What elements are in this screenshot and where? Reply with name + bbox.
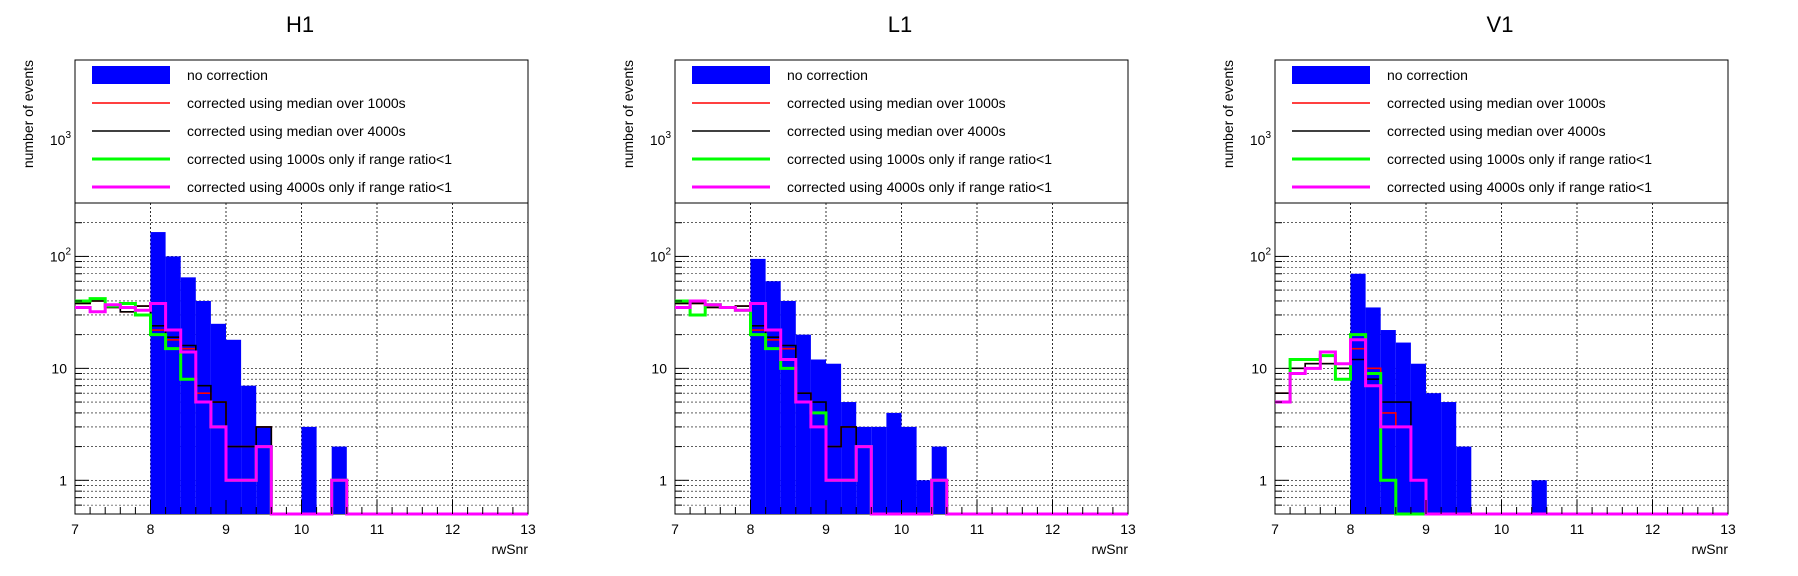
x-tick-label: 11 bbox=[1570, 521, 1585, 537]
histogram-bar bbox=[750, 258, 766, 514]
x-axis-title: rwSnr bbox=[491, 541, 528, 557]
histogram-bar bbox=[165, 256, 181, 514]
x-tick-label: 8 bbox=[747, 521, 755, 537]
histogram-bar bbox=[150, 232, 166, 515]
y-tick-label: 10 bbox=[1251, 360, 1267, 376]
legend-label: no correction bbox=[787, 67, 868, 83]
histogram-bar bbox=[841, 402, 857, 514]
histogram-bar bbox=[795, 334, 811, 514]
legend-label: corrected using median over 4000s bbox=[187, 123, 406, 139]
x-tick-label: 10 bbox=[294, 521, 310, 537]
histogram-bar bbox=[886, 412, 902, 514]
series-line bbox=[75, 301, 528, 516]
y-axis-title: number of events bbox=[20, 60, 36, 168]
histogram-bar bbox=[226, 339, 242, 514]
legend-label: corrected using median over 1000s bbox=[187, 95, 406, 111]
histogram-bar bbox=[180, 277, 196, 514]
panel-l1: L1 7 8 9 10 11 12 13 1 10 102 103 rwSnr number of eve… bbox=[620, 12, 1136, 557]
y-tick-label: 102 bbox=[50, 246, 72, 264]
legend-label: corrected using 1000s only if range rati… bbox=[787, 151, 1052, 167]
legend-swatch bbox=[1292, 66, 1370, 84]
histogram-bar bbox=[1531, 480, 1547, 514]
histogram-bar bbox=[1410, 363, 1426, 514]
x-tick-label: 10 bbox=[894, 521, 910, 537]
legend-label: corrected using median over 1000s bbox=[787, 95, 1006, 111]
y-tick-label: 103 bbox=[1250, 130, 1272, 148]
y-tick-label: 102 bbox=[1250, 246, 1272, 264]
x-tick-label: 8 bbox=[147, 521, 155, 537]
y-tick-label: 103 bbox=[50, 130, 72, 148]
histogram-bar bbox=[901, 426, 917, 514]
legend-label: corrected using 4000s only if range rati… bbox=[1387, 179, 1652, 195]
x-tick-label: 13 bbox=[1720, 521, 1736, 537]
x-axis-title: rwSnr bbox=[1691, 541, 1728, 557]
histogram-bar bbox=[1365, 307, 1381, 514]
x-tick-label: 13 bbox=[520, 521, 536, 537]
histogram-bar bbox=[856, 426, 872, 514]
series-line bbox=[1275, 338, 1728, 516]
x-tick-label: 9 bbox=[222, 521, 230, 537]
histogram-bar bbox=[256, 426, 272, 514]
histogram-bar bbox=[810, 359, 826, 514]
y-tick-label: 103 bbox=[650, 130, 672, 148]
x-tick-label: 7 bbox=[1271, 521, 1279, 537]
y-tick-label: 10 bbox=[51, 360, 67, 376]
x-tick-label: 8 bbox=[1347, 521, 1355, 537]
panel-v1: V1 7 8 9 10 11 12 13 1 10 102 103 rwSnr number of eve… bbox=[1220, 12, 1736, 557]
y-tick-label: 1 bbox=[59, 472, 67, 488]
histogram-bar bbox=[765, 281, 781, 514]
y-axis-title: number of events bbox=[620, 60, 636, 168]
y-tick-label: 102 bbox=[650, 246, 672, 264]
y-tick-label: 1 bbox=[659, 472, 667, 488]
histogram-bar bbox=[301, 426, 317, 514]
legend-label: corrected using 4000s only if range rati… bbox=[787, 179, 1052, 195]
histogram-bar bbox=[195, 300, 211, 514]
legend-label: corrected using median over 4000s bbox=[1387, 123, 1606, 139]
legend-label: no correction bbox=[1387, 67, 1468, 83]
histogram-bar bbox=[826, 363, 842, 514]
y-tick-label: 1 bbox=[1259, 472, 1267, 488]
x-tick-label: 11 bbox=[370, 521, 385, 537]
y-tick-label: 10 bbox=[651, 360, 667, 376]
x-tick-label: 12 bbox=[1045, 521, 1061, 537]
legend-label: no correction bbox=[187, 67, 268, 83]
histogram-bar bbox=[1350, 273, 1366, 514]
chart-title: H1 bbox=[286, 12, 314, 37]
chart-title: L1 bbox=[888, 12, 912, 37]
panel-h1: H1 7 8 9 10 11 12 13 1 10 102 103 rwSnr number of eve… bbox=[20, 12, 536, 557]
histogram-bar bbox=[871, 426, 887, 514]
x-tick-label: 9 bbox=[822, 521, 830, 537]
chart-title: V1 bbox=[1487, 12, 1514, 37]
histogram-bar bbox=[210, 323, 226, 514]
legend-label: corrected using median over 1000s bbox=[1387, 95, 1606, 111]
series-line bbox=[675, 299, 1128, 516]
histogram-bar bbox=[1426, 393, 1442, 514]
x-tick-label: 11 bbox=[970, 521, 985, 537]
legend-label: corrected using 1000s only if range rati… bbox=[187, 151, 452, 167]
legend-swatch bbox=[692, 66, 770, 84]
legend-swatch bbox=[92, 66, 170, 84]
y-axis-title: number of events bbox=[1220, 60, 1236, 168]
histogram-bar bbox=[1456, 446, 1472, 514]
histogram-bar bbox=[1380, 330, 1396, 514]
legend-label: corrected using median over 4000s bbox=[787, 123, 1006, 139]
x-tick-label: 7 bbox=[671, 521, 679, 537]
histogram-bar bbox=[916, 480, 932, 514]
histogram-bar bbox=[1441, 402, 1457, 514]
x-tick-label: 7 bbox=[71, 521, 79, 537]
legend-label: corrected using 1000s only if range rati… bbox=[1387, 151, 1652, 167]
x-tick-label: 12 bbox=[445, 521, 461, 537]
x-tick-label: 13 bbox=[1120, 521, 1136, 537]
histogram-bar bbox=[780, 300, 796, 514]
legend-label: corrected using 4000s only if range rati… bbox=[187, 179, 452, 195]
x-tick-label: 12 bbox=[1645, 521, 1661, 537]
x-axis-title: rwSnr bbox=[1091, 541, 1128, 557]
histogram-bar bbox=[241, 385, 257, 514]
x-tick-label: 9 bbox=[1422, 521, 1430, 537]
x-tick-label: 10 bbox=[1494, 521, 1510, 537]
